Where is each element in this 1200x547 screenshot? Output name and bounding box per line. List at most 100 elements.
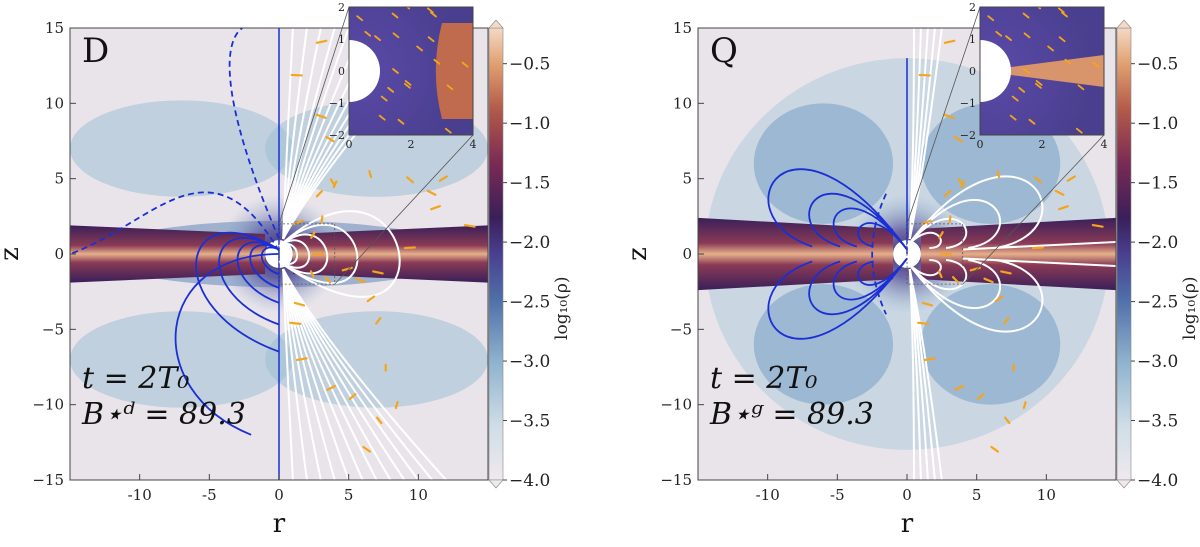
velocity-arrow bbox=[1091, 224, 1104, 228]
panel-label: Q bbox=[710, 31, 738, 71]
field-line bbox=[278, 239, 311, 269]
field-line bbox=[174, 253, 280, 436]
x-axis-title: r bbox=[901, 509, 914, 539]
velocity-arrow bbox=[990, 445, 1000, 453]
velocity-arrow bbox=[1004, 416, 1011, 425]
velocity-arrow bbox=[366, 295, 376, 303]
field-line bbox=[906, 231, 942, 249]
velocity-arrow bbox=[387, 86, 395, 93]
field-line bbox=[906, 175, 1044, 249]
velocity-arrow bbox=[994, 295, 1004, 303]
velocity-arrow bbox=[1023, 32, 1031, 39]
colorbar-extend-top bbox=[1116, 19, 1132, 29]
velocity-arrow bbox=[983, 277, 994, 284]
field-line bbox=[857, 257, 908, 286]
inset-y-tick-label: 1 bbox=[338, 33, 345, 46]
velocity-arrow bbox=[1031, 246, 1044, 250]
colorbar-tick-label: −2.5 bbox=[1137, 293, 1178, 313]
colorbar-title: log₁₀(ρ) bbox=[552, 277, 572, 340]
velocity-arrow bbox=[320, 215, 324, 224]
zoom-region bbox=[906, 223, 964, 285]
right-field-lines bbox=[906, 28, 1116, 480]
x-tick-label: 0 bbox=[274, 486, 284, 504]
colorbar-tick-label: −0.5 bbox=[1137, 55, 1178, 75]
velocity-arrow bbox=[378, 114, 386, 121]
inset-y-tick-label: 2 bbox=[338, 1, 345, 14]
velocity-arrow bbox=[1066, 175, 1076, 182]
colorbar-gradient bbox=[488, 27, 504, 481]
velocity-arrow bbox=[1036, 7, 1041, 10]
velocity-arrow bbox=[976, 393, 985, 401]
velocity-arrow bbox=[290, 73, 303, 77]
velocity-arrow bbox=[463, 224, 476, 228]
accretion-disk bbox=[70, 225, 488, 283]
zoom-connector bbox=[334, 134, 474, 285]
colorbar-tick-label: −3.0 bbox=[509, 352, 550, 372]
velocity-arrow bbox=[374, 35, 381, 42]
density-lobe bbox=[753, 284, 894, 405]
inset-x-tick-label: 4 bbox=[470, 138, 477, 151]
velocity-arrow bbox=[426, 189, 437, 196]
inset-x-tick-label: 0 bbox=[977, 138, 984, 151]
y-tick-label: 15 bbox=[45, 19, 64, 37]
velocity-arrow bbox=[996, 170, 1001, 179]
velocity-arrow bbox=[289, 321, 302, 325]
y-tick-label: 10 bbox=[673, 94, 692, 112]
velocity-arrow bbox=[1000, 270, 1012, 275]
velocity-arrow bbox=[362, 445, 372, 453]
velocity-arrow bbox=[1023, 68, 1030, 74]
velocity-arrow bbox=[427, 36, 435, 43]
y-tick-label: −10 bbox=[32, 396, 64, 414]
velocity-arrow bbox=[404, 80, 412, 86]
velocity-arrow bbox=[426, 7, 434, 14]
velocity-arrow bbox=[380, 95, 388, 102]
velocity-arrow bbox=[433, 58, 441, 65]
inset-star bbox=[349, 40, 380, 102]
y-tick-label: 0 bbox=[682, 245, 692, 263]
velocity-arrow bbox=[368, 170, 373, 179]
inset-disk bbox=[1004, 55, 1104, 87]
zoom-region bbox=[278, 223, 336, 285]
inset-frame bbox=[979, 6, 1105, 136]
field-line bbox=[906, 259, 1002, 310]
velocity-arrow bbox=[1064, 58, 1072, 65]
velocity-arrow bbox=[918, 73, 931, 77]
field-line bbox=[278, 223, 359, 285]
velocity-arrow bbox=[444, 127, 452, 134]
inset-y-tick-label: −2 bbox=[329, 129, 345, 142]
field-line bbox=[857, 222, 908, 251]
colorbar-tick-label: −4.0 bbox=[509, 471, 550, 491]
field-line bbox=[767, 257, 908, 340]
velocity-arrow bbox=[951, 275, 960, 284]
inset-y-tick-label: −1 bbox=[329, 97, 345, 110]
velocity-arrow bbox=[953, 135, 963, 143]
colorbar-tick-label: −3.5 bbox=[1137, 412, 1178, 432]
velocity-arrow bbox=[1054, 189, 1065, 196]
velocity-arrow bbox=[1075, 127, 1083, 134]
velocity-arrow bbox=[329, 178, 336, 186]
velocity-arrow bbox=[348, 393, 357, 401]
velocity-arrow bbox=[923, 357, 936, 362]
velocity-arrow bbox=[392, 32, 400, 39]
inset-x-tick-label: 0 bbox=[346, 138, 353, 151]
inset-y-tick-label: 2 bbox=[969, 1, 976, 14]
velocity-arrow bbox=[1035, 80, 1043, 86]
x-tick-label: 10 bbox=[409, 486, 428, 504]
annotation-line: B⋆ᵍ = 89.3 bbox=[709, 397, 874, 432]
inset-disk bbox=[435, 23, 473, 119]
velocity-arrow bbox=[957, 178, 964, 186]
colorbar-tick-label: −2.0 bbox=[1137, 233, 1178, 253]
velocity-arrow bbox=[461, 61, 469, 68]
colorbar-gradient bbox=[1116, 27, 1132, 481]
x-tick-label: 0 bbox=[902, 486, 912, 504]
velocity-arrow bbox=[1003, 316, 1010, 325]
zoom-connector bbox=[906, 6, 981, 224]
colorbar-tick-label: −1.0 bbox=[509, 114, 550, 134]
field-line bbox=[908, 28, 943, 240]
velocity-arrow bbox=[341, 266, 353, 272]
colorbar: −0.5 −1.0 −1.5 −2.0 −2.5 −3.0 −3.5 −4.0 log₁₀(ρ) bbox=[488, 19, 572, 491]
left-field-lines bbox=[767, 58, 908, 340]
y-tick-label: 15 bbox=[673, 19, 692, 37]
velocity-arrow bbox=[309, 270, 315, 279]
